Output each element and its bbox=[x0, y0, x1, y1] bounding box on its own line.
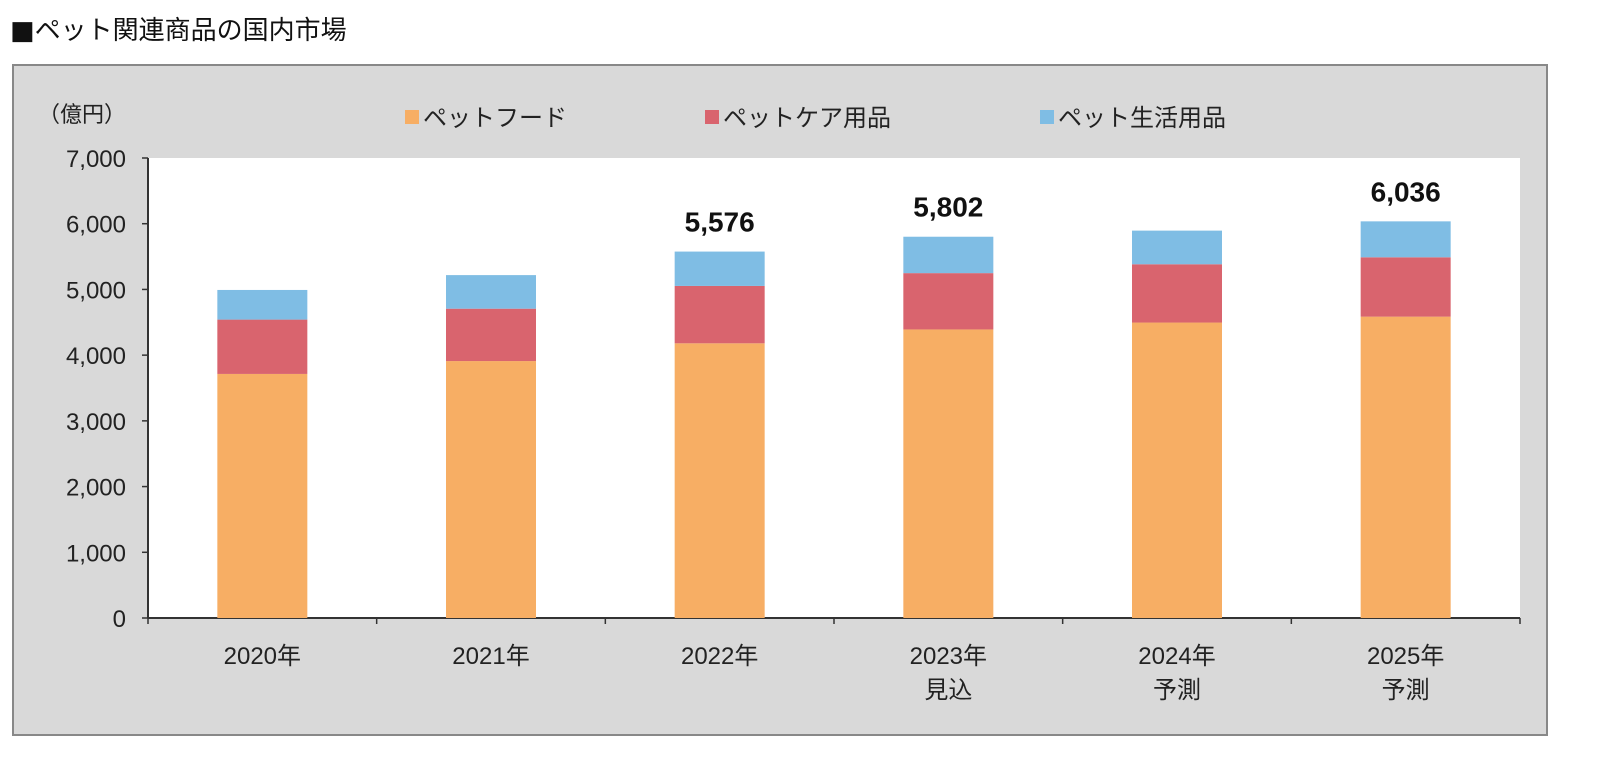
x-tick-label: 2022年 bbox=[681, 643, 758, 670]
x-tick-label: 2025年 bbox=[1367, 643, 1444, 670]
x-tick-label: 予測 bbox=[1382, 677, 1430, 704]
y-tick-label: 6,000 bbox=[66, 212, 126, 239]
total-data-label: 5,576 bbox=[685, 207, 755, 238]
y-unit-label: （億円） bbox=[38, 102, 126, 127]
x-tick-label: 見込 bbox=[924, 677, 972, 704]
bar-segment bbox=[217, 373, 308, 618]
legend-label: ペットフード bbox=[423, 105, 567, 132]
bar-segment bbox=[1132, 264, 1222, 323]
plot-area bbox=[148, 158, 1520, 618]
y-tick-label: 2,000 bbox=[66, 475, 126, 502]
bar-segment bbox=[1132, 322, 1222, 618]
y-tick-label: 4,000 bbox=[66, 343, 126, 370]
legend-label: ペット生活用品 bbox=[1058, 105, 1226, 132]
bar-segment bbox=[1360, 221, 1451, 258]
x-tick-label: 2024年 bbox=[1138, 643, 1215, 670]
bar-segment bbox=[1132, 230, 1222, 265]
bar-segment bbox=[446, 308, 536, 362]
legend-label: ペットケア用品 bbox=[723, 105, 891, 132]
legend-swatch bbox=[705, 110, 719, 124]
bar-segment bbox=[674, 285, 765, 344]
bar-segment bbox=[674, 343, 765, 618]
bar-segment bbox=[217, 319, 308, 374]
bar-segment bbox=[1360, 257, 1451, 317]
x-tick-label: 2021年 bbox=[452, 643, 529, 670]
total-data-label: 6,036 bbox=[1371, 176, 1441, 207]
bar-segment bbox=[903, 329, 994, 618]
legend-swatch bbox=[405, 110, 419, 124]
bar-segment bbox=[1360, 316, 1451, 618]
y-tick-label: 0 bbox=[113, 606, 126, 633]
y-tick-label: 5,000 bbox=[66, 277, 126, 304]
x-tick-label: 2020年 bbox=[224, 643, 301, 670]
legend-swatch bbox=[1040, 110, 1054, 124]
x-tick-label: 予測 bbox=[1153, 677, 1201, 704]
y-tick-label: 1,000 bbox=[66, 540, 126, 567]
x-tick-label: 2023年 bbox=[910, 643, 987, 670]
bar-segment bbox=[446, 361, 536, 618]
bar-segment bbox=[903, 236, 994, 274]
total-data-label: 5,802 bbox=[913, 192, 983, 223]
bar-segment bbox=[903, 273, 994, 330]
y-tick-label: 3,000 bbox=[66, 409, 126, 436]
y-tick-label: 7,000 bbox=[66, 146, 126, 173]
bar-segment bbox=[217, 289, 308, 320]
bar-segment bbox=[674, 251, 765, 286]
bar-segment bbox=[446, 275, 536, 309]
chart-title: ■ペット関連商品の国内市場 bbox=[10, 16, 347, 46]
